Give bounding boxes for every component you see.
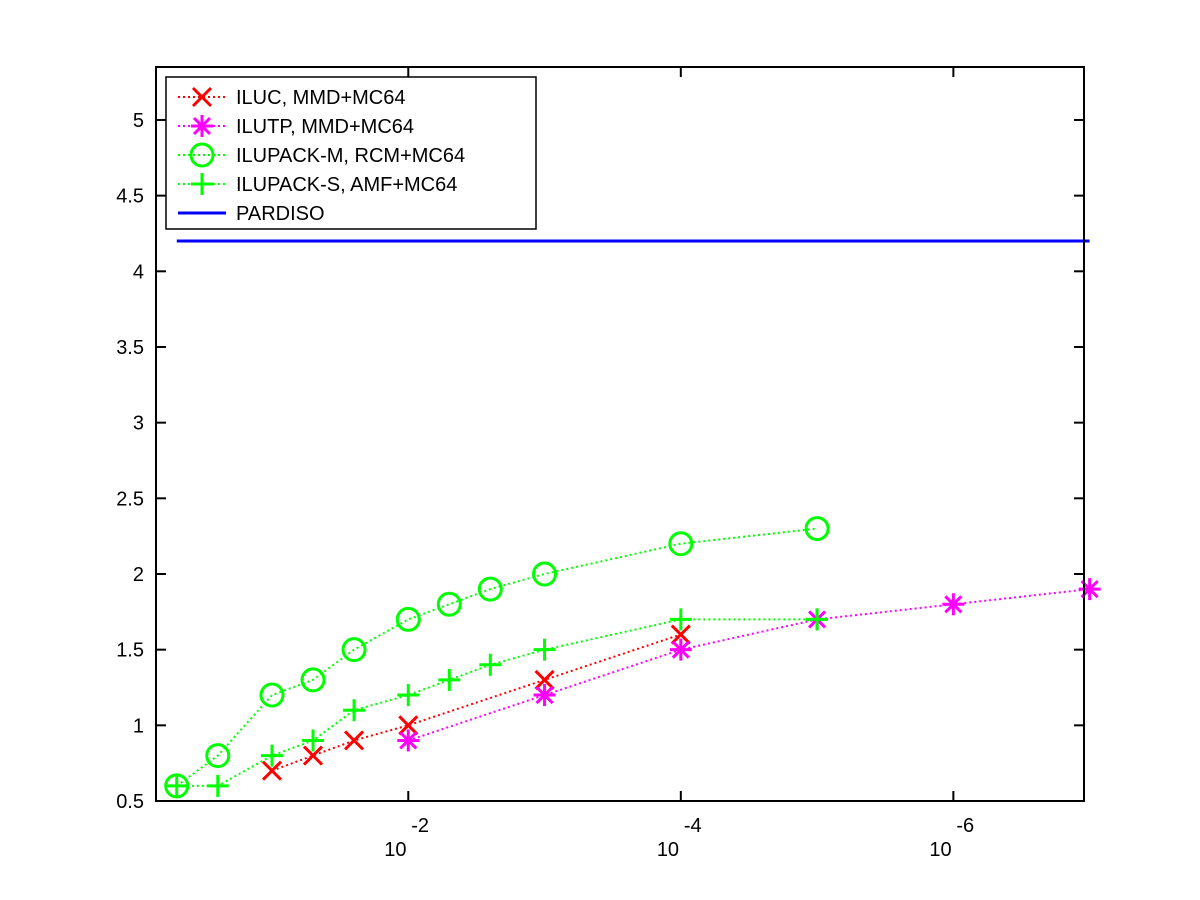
legend-entry-4: PARDISO — [178, 203, 325, 225]
series-2-point-8-ring — [532, 561, 558, 587]
x-tick-label-exp-0: -2 — [411, 815, 429, 837]
series-1-point-4 — [942, 593, 965, 616]
legend-entry-1-label: ILUTP, MMD+MC64 — [236, 116, 414, 138]
series-2-point-4-ring — [341, 637, 367, 663]
series-1-point-1-stroke-b — [535, 686, 554, 705]
x-tick-label-exp-1: -4 — [684, 815, 702, 837]
y-tick-label-4: 2.5 — [116, 488, 144, 510]
series-layer — [164, 239, 1101, 799]
legend-entry-3-label: ILUPACK-S, AMF+MC64 — [236, 174, 457, 196]
series-3 — [165, 608, 829, 797]
series-0-point-4-stroke-b — [534, 669, 555, 690]
legend-entry-0-marker-stroke-b — [191, 86, 213, 108]
legend-entry-1-marker — [191, 115, 213, 137]
legend-box — [165, 76, 537, 230]
legend-entry-0-marker — [191, 86, 213, 108]
y-tick-label-9: 5 — [133, 110, 144, 132]
legend-entry-0: ILUC, MMD+MC64 — [178, 86, 405, 109]
y-tick-label-7: 4 — [133, 261, 144, 283]
y-tick-label-0: 0.5 — [116, 791, 144, 813]
y-tick-label-3: 2 — [133, 564, 144, 586]
series-2-point-1-ring — [205, 743, 231, 769]
series-3-point-6 — [438, 668, 461, 691]
series-3-point-7 — [479, 653, 502, 676]
series-2-point-7 — [477, 576, 503, 602]
plot-frame — [155, 66, 1085, 802]
legend-entry-3: ILUPACK-S, AMF+MC64 — [178, 173, 457, 196]
series-2-point-9 — [668, 531, 694, 557]
series-0-point-0-stroke-b — [261, 760, 283, 781]
legend-entry-4-label: PARDISO — [236, 203, 325, 225]
series-0-line — [271, 633, 682, 772]
x-tick-label-base-1: 10 — [657, 839, 679, 861]
legend-entry-2-marker — [189, 142, 215, 168]
series-0-point-5-stroke-b — [670, 624, 691, 645]
series-3-point-8 — [533, 638, 556, 661]
series-3-point-2 — [261, 744, 284, 767]
series-2-point-6 — [436, 591, 462, 617]
series-3-point-0 — [165, 774, 188, 797]
series-1-line — [407, 588, 1090, 742]
legend-entry-2-marker-ring — [189, 142, 215, 168]
series-2-point-1 — [205, 743, 231, 769]
series-3-point-10 — [806, 608, 829, 631]
series-2-point-2 — [259, 682, 285, 708]
series-1-point-2 — [669, 638, 692, 661]
series-0-point-4 — [534, 669, 555, 690]
series-0-point-1-stroke-b — [302, 745, 324, 766]
series-2-point-10-ring — [804, 516, 830, 542]
legend-entry-1-marker-stroke-b — [192, 116, 212, 136]
y-tick-label-5: 3 — [133, 413, 144, 435]
legend-entry-2-label: ILUPACK-M, RCM+MC64 — [236, 145, 465, 167]
x-tick-label-exp-2: -6 — [956, 815, 974, 837]
series-2-point-6-ring — [436, 591, 462, 617]
legend-entry-3-marker — [191, 173, 213, 195]
series-2-point-10 — [804, 516, 830, 542]
series-0-point-5 — [670, 624, 691, 645]
series-3-point-5 — [397, 684, 420, 707]
y-tick-label-1: 1 — [133, 715, 144, 737]
series-2-point-3-ring — [300, 667, 326, 693]
series-2-line — [176, 527, 818, 787]
series-0-point-3-stroke-b — [398, 715, 419, 736]
series-2-point-8 — [532, 561, 558, 587]
series-1-point-4-stroke-b — [944, 595, 963, 614]
series-3-point-3 — [302, 729, 325, 752]
y-tick-label-8: 4.5 — [116, 186, 144, 208]
series-2-point-2-ring — [259, 682, 285, 708]
legend-entry-2: ILUPACK-M, RCM+MC64 — [178, 142, 465, 168]
series-1-point-1 — [533, 684, 556, 707]
series-2-point-9-ring — [668, 531, 694, 557]
series-2-point-4 — [341, 637, 367, 663]
series-1-point-0-stroke-b — [399, 731, 418, 750]
series-0-point-3 — [398, 715, 419, 736]
series-1-point-0 — [397, 729, 420, 752]
y-tick-label-2: 1.5 — [116, 640, 144, 662]
series-1-point-2-stroke-b — [671, 640, 690, 659]
series-3-point-9 — [669, 608, 692, 631]
series-3-point-1 — [206, 774, 229, 797]
x-tick-label-base-2: 10 — [929, 839, 951, 861]
series-3-point-4 — [343, 699, 366, 722]
series-2-point-7-ring — [477, 576, 503, 602]
x-tick-label-base-0: 10 — [384, 839, 406, 861]
series-0-point-2 — [343, 730, 365, 751]
series-0-point-2-stroke-b — [343, 730, 365, 751]
y-tick-label-6: 3.5 — [116, 337, 144, 359]
series-0-point-1 — [302, 745, 324, 766]
series-0 — [261, 624, 691, 781]
legend-entry-1: ILUTP, MMD+MC64 — [178, 115, 414, 138]
series-0-point-0 — [261, 760, 283, 781]
series-2-point-5-ring — [395, 606, 421, 632]
series-1-point-5 — [1078, 578, 1101, 601]
series-2-point-3 — [300, 667, 326, 693]
series-2-point-5 — [395, 606, 421, 632]
legend: ILUC, MMD+MC64 ILUTP, MMD+MC64 ILUPACK-M, … — [165, 76, 537, 230]
legend-entry-0-label: ILUC, MMD+MC64 — [236, 87, 405, 109]
